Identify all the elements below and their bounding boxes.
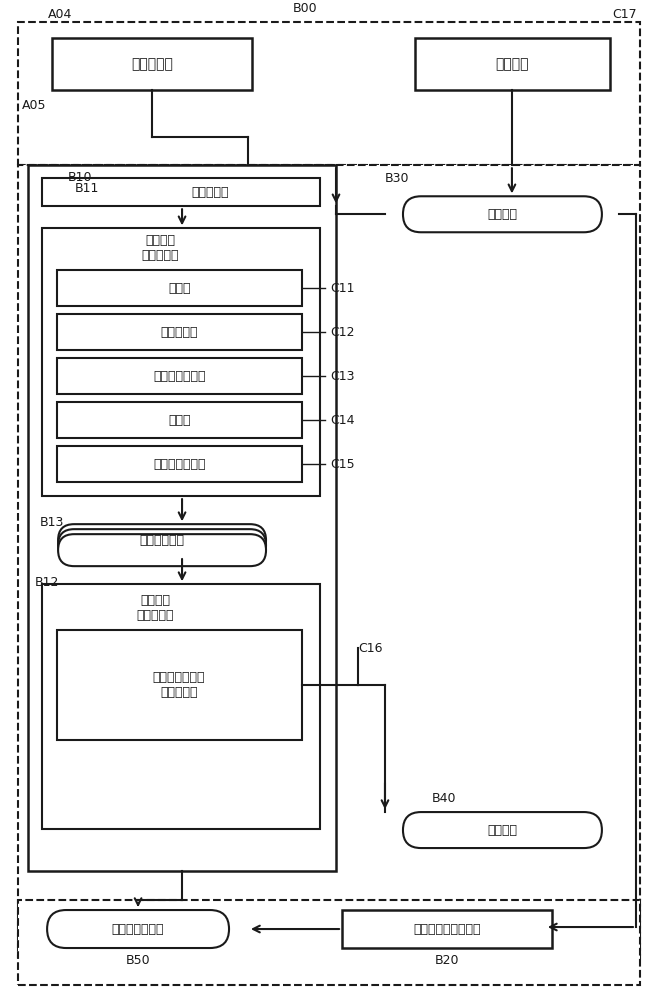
Bar bbox=[18, 900, 640, 985]
Bar bbox=[415, 38, 610, 90]
Text: C17: C17 bbox=[612, 8, 636, 21]
FancyBboxPatch shape bbox=[58, 534, 266, 566]
Text: 不正确模型计测
数据除去部: 不正确模型计测 数据除去部 bbox=[153, 671, 205, 699]
Text: 计测数据: 计测数据 bbox=[487, 208, 517, 221]
Text: 模型计测
数据整合部: 模型计测 数据整合部 bbox=[136, 594, 174, 622]
Text: 检测部: 检测部 bbox=[168, 414, 191, 427]
Bar bbox=[42, 228, 320, 496]
Bar bbox=[42, 584, 320, 829]
Text: C14: C14 bbox=[330, 414, 355, 427]
Bar bbox=[42, 178, 320, 206]
Bar bbox=[57, 402, 302, 438]
Text: A04: A04 bbox=[48, 8, 72, 21]
Text: C16: C16 bbox=[358, 642, 382, 655]
Text: B40: B40 bbox=[432, 792, 457, 805]
Text: B50: B50 bbox=[126, 954, 151, 967]
Text: 三维计测器: 三维计测器 bbox=[131, 57, 173, 71]
Text: 区域设定部: 区域设定部 bbox=[161, 326, 198, 339]
Text: B20: B20 bbox=[435, 954, 459, 967]
Text: 示教画面: 示教画面 bbox=[495, 57, 528, 71]
Text: 检测成败指示部: 检测成败指示部 bbox=[153, 458, 206, 471]
Text: B13: B13 bbox=[40, 516, 64, 529]
Bar bbox=[57, 270, 302, 306]
Text: B11: B11 bbox=[75, 182, 99, 195]
Bar bbox=[57, 314, 302, 350]
Bar bbox=[52, 38, 252, 90]
Text: C11: C11 bbox=[330, 282, 355, 295]
Text: C13: C13 bbox=[330, 370, 355, 383]
Text: 工件的位置姿态: 工件的位置姿态 bbox=[112, 923, 164, 936]
Text: 三维模型: 三维模型 bbox=[487, 824, 517, 837]
Bar bbox=[18, 22, 640, 165]
FancyBboxPatch shape bbox=[403, 196, 602, 232]
Text: C15: C15 bbox=[330, 458, 355, 471]
Text: 扫描部: 扫描部 bbox=[168, 282, 191, 295]
Bar bbox=[18, 165, 640, 958]
Text: B00: B00 bbox=[293, 2, 317, 15]
Text: 模型计测
数据提取部: 模型计测 数据提取部 bbox=[141, 234, 179, 262]
Text: 临时模型生成部: 临时模型生成部 bbox=[153, 370, 206, 383]
Text: 工件位置姿态计算部: 工件位置姿态计算部 bbox=[413, 923, 481, 936]
FancyBboxPatch shape bbox=[403, 812, 602, 848]
Bar bbox=[342, 910, 552, 948]
Text: B30: B30 bbox=[385, 172, 409, 185]
Text: C12: C12 bbox=[330, 326, 355, 339]
FancyBboxPatch shape bbox=[47, 910, 229, 948]
FancyBboxPatch shape bbox=[58, 524, 266, 556]
FancyBboxPatch shape bbox=[58, 529, 266, 561]
Bar bbox=[57, 630, 302, 740]
Text: B12: B12 bbox=[35, 576, 59, 589]
Text: 模型生成部: 模型生成部 bbox=[191, 186, 229, 199]
Text: B10: B10 bbox=[68, 171, 93, 184]
Text: A05: A05 bbox=[22, 99, 47, 112]
Bar bbox=[28, 165, 336, 871]
Bar bbox=[57, 446, 302, 482]
Text: 模型计测数据: 模型计测数据 bbox=[139, 534, 184, 547]
Bar bbox=[57, 358, 302, 394]
